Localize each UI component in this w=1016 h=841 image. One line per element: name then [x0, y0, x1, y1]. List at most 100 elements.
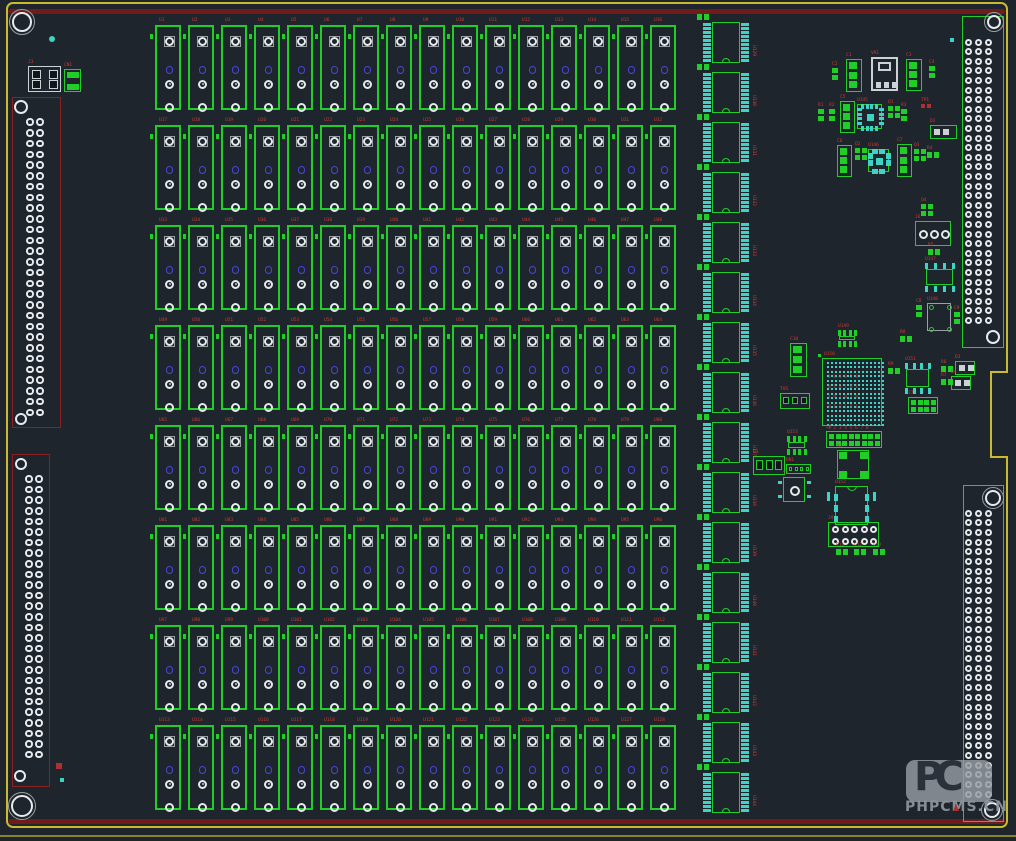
part-cap3[interactable]: [837, 145, 852, 177]
part-pads2h[interactable]: [888, 368, 900, 374]
part-redpads[interactable]: [921, 104, 931, 109]
part-qfn[interactable]: [857, 104, 884, 131]
bypass-cap[interactable]: [697, 514, 709, 520]
part-boxwide[interactable]: [951, 376, 971, 390]
relay-footprint[interactable]: [386, 225, 412, 312]
bypass-cap[interactable]: [697, 564, 709, 570]
mounting-hole[interactable]: [14, 100, 28, 114]
bypass-cap[interactable]: [697, 164, 709, 170]
relay-footprint[interactable]: [518, 425, 544, 512]
relay-footprint[interactable]: [551, 325, 577, 412]
edge-connector-left[interactable]: [12, 97, 61, 428]
relay-footprint[interactable]: [386, 125, 412, 212]
relay-footprint[interactable]: [287, 125, 313, 212]
edge-connector-right[interactable]: [963, 485, 1004, 822]
relay-footprint[interactable]: [155, 425, 181, 512]
part-pads2v[interactable]: [818, 109, 824, 121]
relay-footprint[interactable]: [485, 625, 511, 712]
relay-footprint[interactable]: [584, 525, 610, 612]
relay-footprint[interactable]: [518, 325, 544, 412]
relay-footprint[interactable]: [617, 225, 643, 312]
relay-footprint[interactable]: [518, 625, 544, 712]
relay-footprint[interactable]: [650, 725, 676, 812]
relay-footprint[interactable]: [188, 725, 214, 812]
relay-footprint[interactable]: [320, 725, 346, 812]
relay-footprint[interactable]: [419, 425, 445, 512]
relay-footprint[interactable]: [485, 425, 511, 512]
part-soic8[interactable]: [787, 436, 807, 455]
bypass-cap[interactable]: [697, 464, 709, 470]
relay-footprint[interactable]: [287, 625, 313, 712]
relay-footprint[interactable]: [419, 725, 445, 812]
relay-footprint[interactable]: [617, 125, 643, 212]
bypass-cap[interactable]: [697, 14, 709, 20]
ic-footprint[interactable]: [712, 172, 740, 213]
part-sot[interactable]: [871, 57, 898, 91]
relay-footprint[interactable]: [221, 525, 247, 612]
part-pads2v[interactable]: [929, 66, 935, 78]
relay-footprint[interactable]: [287, 325, 313, 412]
ic-footprint[interactable]: [712, 772, 740, 813]
relay-footprint[interactable]: [221, 425, 247, 512]
bypass-cap[interactable]: [697, 214, 709, 220]
part-qfn[interactable]: [868, 149, 891, 174]
relay-footprint[interactable]: [287, 225, 313, 312]
relay-footprint[interactable]: [650, 425, 676, 512]
part-cap3[interactable]: [897, 144, 912, 177]
relay-footprint[interactable]: [320, 425, 346, 512]
relay-footprint[interactable]: [386, 625, 412, 712]
ic-footprint[interactable]: [712, 22, 740, 63]
relay-footprint[interactable]: [287, 725, 313, 812]
part-pads2v[interactable]: [954, 312, 960, 324]
relay-footprint[interactable]: [551, 425, 577, 512]
relay-footprint[interactable]: [485, 325, 511, 412]
relay-footprint[interactable]: [188, 525, 214, 612]
part-marker[interactable]: [56, 763, 62, 769]
mounting-hole[interactable]: [15, 413, 27, 425]
relay-footprint[interactable]: [320, 525, 346, 612]
relay-footprint[interactable]: [353, 125, 379, 212]
part-pads2x2[interactable]: [888, 106, 900, 118]
relay-footprint[interactable]: [188, 625, 214, 712]
relay-footprint[interactable]: [254, 225, 280, 312]
relay-footprint[interactable]: [485, 725, 511, 812]
part-boxwide[interactable]: [930, 125, 957, 139]
relay-footprint[interactable]: [419, 25, 445, 112]
ic-footprint[interactable]: [712, 122, 740, 163]
relay-footprint[interactable]: [254, 725, 280, 812]
relay-footprint[interactable]: [386, 25, 412, 112]
part-whitebox4[interactable]: [28, 66, 61, 92]
relay-footprint[interactable]: [452, 525, 478, 612]
relay-footprint[interactable]: [254, 25, 280, 112]
relay-footprint[interactable]: [155, 225, 181, 312]
relay-footprint[interactable]: [353, 725, 379, 812]
relay-footprint[interactable]: [551, 725, 577, 812]
mounting-hole[interactable]: [986, 330, 1000, 344]
ic-footprint[interactable]: [712, 522, 740, 563]
part-terminal3[interactable]: [915, 221, 951, 246]
relay-footprint[interactable]: [551, 625, 577, 712]
relay-footprint[interactable]: [386, 325, 412, 412]
relay-footprint[interactable]: [188, 325, 214, 412]
relay-footprint[interactable]: [650, 625, 676, 712]
part-pads2h[interactable]: [836, 549, 848, 555]
relay-footprint[interactable]: [155, 325, 181, 412]
ic-footprint[interactable]: [712, 72, 740, 113]
relay-footprint[interactable]: [551, 225, 577, 312]
relay-footprint[interactable]: [584, 425, 610, 512]
relay-footprint[interactable]: [584, 725, 610, 812]
bypass-cap[interactable]: [697, 364, 709, 370]
relay-footprint[interactable]: [584, 225, 610, 312]
part-pads2v[interactable]: [832, 68, 838, 80]
relay-footprint[interactable]: [320, 325, 346, 412]
edge-connector-right[interactable]: [962, 16, 1004, 348]
bypass-cap[interactable]: [697, 764, 709, 770]
part-marker[interactable]: [950, 38, 954, 42]
relay-footprint[interactable]: [353, 525, 379, 612]
ic-footprint[interactable]: [712, 222, 740, 263]
part-marker[interactable]: [49, 36, 55, 42]
relay-footprint[interactable]: [617, 325, 643, 412]
ic-footprint[interactable]: [712, 572, 740, 613]
relay-footprint[interactable]: [584, 25, 610, 112]
ic-footprint[interactable]: [712, 422, 740, 463]
